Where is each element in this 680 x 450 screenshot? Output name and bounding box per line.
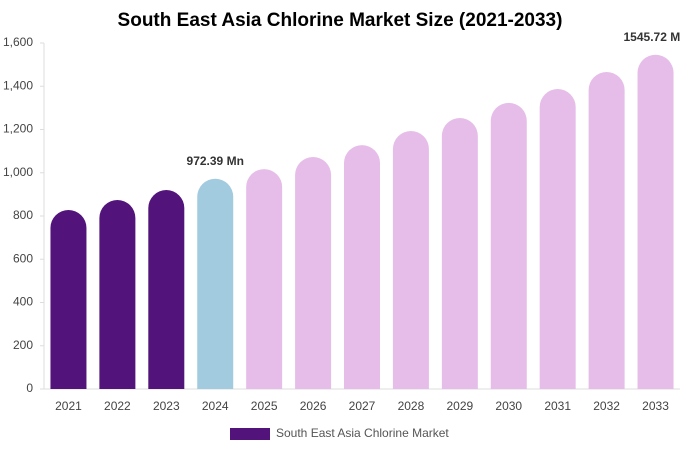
x-tick-label: 2030	[495, 399, 522, 413]
x-tick-label: 2031	[544, 399, 571, 413]
y-tick-label: 1,400	[3, 78, 33, 92]
bar	[392, 131, 429, 390]
legend-swatch	[230, 428, 270, 440]
bar	[344, 145, 380, 389]
x-tick-label: 2024	[202, 399, 229, 413]
x-tick-label: 2021	[55, 399, 82, 413]
y-tick-label: 600	[13, 251, 33, 265]
x-tick-label: 2022	[104, 399, 131, 413]
x-tick-label: 2025	[251, 399, 278, 413]
y-tick-label: 800	[13, 208, 33, 222]
bar	[441, 118, 478, 389]
x-tick-label: 2028	[398, 399, 425, 413]
bar	[637, 54, 674, 390]
legend-label: South East Asia Chlorine Market	[276, 426, 449, 440]
y-tick-label: 1,600	[3, 35, 33, 49]
y-tick-label: 200	[13, 338, 33, 352]
bar	[246, 169, 283, 389]
x-tick-label: 2027	[349, 399, 376, 413]
data-label: 1545.72 Mn	[624, 30, 680, 44]
x-tick-label: 2032	[593, 399, 620, 413]
y-tick-label: 1,200	[3, 122, 33, 136]
chart-title: South East Asia Chlorine Market Size (20…	[118, 10, 563, 31]
x-tick-label: 2026	[300, 399, 327, 413]
x-tick-label: 2033	[642, 399, 669, 413]
y-tick-label: 400	[13, 295, 33, 309]
x-tick-label: 2029	[446, 399, 473, 413]
bar	[148, 190, 185, 389]
bar	[50, 209, 87, 389]
bar	[588, 71, 625, 389]
data-label: 972.39 Mn	[187, 154, 244, 168]
x-tick-label: 2023	[153, 399, 180, 413]
y-tick-label: 0	[26, 381, 33, 395]
bar	[295, 156, 332, 389]
y-tick-label: 1,000	[3, 165, 33, 179]
bar	[539, 89, 576, 389]
bar	[197, 178, 234, 389]
bar	[99, 199, 136, 389]
bar	[490, 102, 527, 390]
